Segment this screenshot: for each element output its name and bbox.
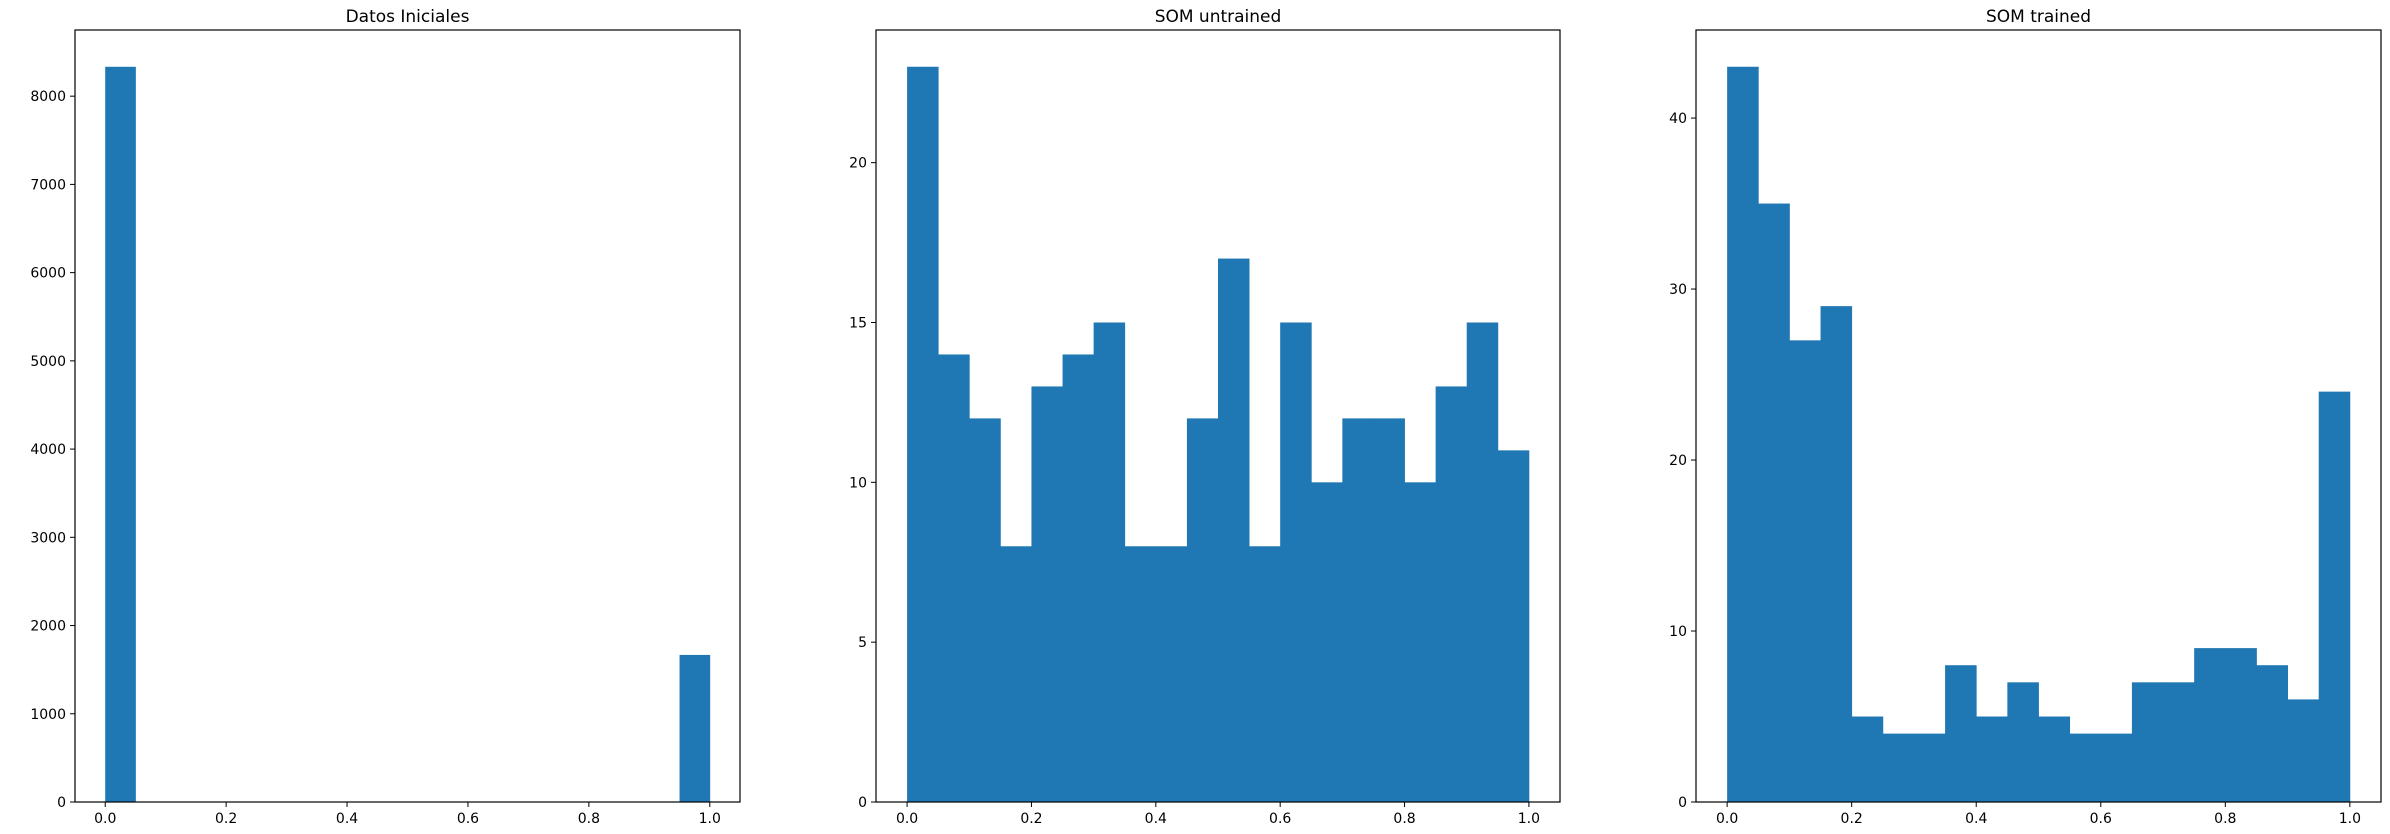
histogram-bar	[1031, 386, 1063, 802]
histogram-bar	[938, 354, 970, 802]
y-tick-label: 30	[1669, 282, 1687, 298]
y-tick-label: 6000	[30, 266, 66, 282]
x-tick-label: 0.2	[215, 811, 237, 827]
histogram-bar	[1280, 322, 1312, 802]
y-tick-label: 5	[858, 635, 867, 651]
histogram-bar	[1820, 306, 1853, 802]
histogram-bar	[1851, 716, 1884, 802]
histogram-bar	[1373, 418, 1405, 802]
x-tick-label: 0.2	[1020, 811, 1042, 827]
histogram-panel-som-untrained: SOM untrained 0.0 0.2 0.4 0.6 0.8 1.0 0 5 10 15 20	[849, 7, 1561, 827]
histogram-bar	[1404, 482, 1437, 802]
histogram-bar	[2131, 682, 2164, 802]
x-tick-label: 0.8	[1393, 811, 1415, 827]
x-tick-label: 1.0	[2339, 811, 2361, 827]
histogram-bar	[1093, 322, 1126, 802]
histogram-bar	[1789, 340, 1821, 802]
y-tick-label: 15	[849, 315, 867, 331]
histogram-bar	[1124, 546, 1157, 802]
axes-frame	[875, 29, 1561, 803]
y-tick-label: 5000	[30, 354, 66, 370]
histogram-bar	[969, 418, 1001, 802]
histogram-bar	[1727, 66, 1759, 802]
histogram-bar	[2069, 733, 2102, 802]
histogram-bar	[2100, 733, 2133, 802]
histogram-bar	[2163, 682, 2195, 802]
histogram-bar	[1758, 203, 1790, 803]
histogram-panel-datos-iniciales: Datos Iniciales 0.0 0.2 0.4 0.6 0.8 1.0 0 1000 2…	[30, 7, 741, 827]
x-tick-label: 0.0	[1716, 811, 1738, 827]
histogram-bar	[907, 66, 939, 802]
x-tick-label: 0.6	[2090, 811, 2112, 827]
x-tick-label: 0.6	[457, 811, 479, 827]
y-tick-label: 7000	[30, 177, 66, 193]
histogram-bar	[1218, 258, 1250, 802]
x-tick-label: 0.4	[1145, 811, 1167, 827]
y-tick-label: 4000	[30, 442, 66, 458]
x-tick-label: 0.8	[2214, 811, 2236, 827]
x-tick-label: 0.6	[1269, 811, 1291, 827]
y-tick-label: 8000	[30, 89, 66, 105]
x-tick-label: 1.0	[699, 811, 721, 827]
y-tick-label: 40	[1669, 111, 1687, 127]
x-tick-label: 0.4	[336, 811, 358, 827]
y-tick-label: 1000	[30, 707, 66, 723]
histogram-bar	[2038, 716, 2071, 802]
x-tick-label: 0.8	[578, 811, 600, 827]
x-tick-label: 0.2	[1841, 811, 1863, 827]
y-tick-label: 0	[57, 795, 66, 811]
x-tick-label: 0.0	[94, 811, 116, 827]
histogram-bar	[1466, 322, 1499, 802]
histogram-bar	[105, 66, 136, 803]
histogram-bar	[679, 654, 711, 802]
y-tick-label: 0	[1678, 795, 1687, 811]
x-tick-label: 0.4	[1965, 811, 1987, 827]
y-tick-label: 0	[858, 795, 867, 811]
y-tick-label: 10	[1669, 624, 1687, 640]
histogram-bar	[2287, 699, 2320, 802]
histogram-bar	[1062, 354, 1095, 802]
histogram-bar	[1976, 716, 2008, 802]
y-tick-label: 10	[849, 475, 867, 491]
histogram-bar	[1155, 546, 1188, 802]
axes-frame	[74, 29, 741, 803]
histogram-bar	[1913, 733, 1946, 802]
histogram-bar	[2007, 682, 2039, 802]
axes-frame	[1695, 29, 2382, 803]
histogram-bar	[2194, 648, 2226, 802]
histogram-bar	[1000, 546, 1032, 802]
chart-title: SOM trained	[1986, 7, 2091, 27]
y-tick-label: 20	[849, 156, 867, 172]
histogram-bar	[1342, 418, 1374, 802]
histogram-bar	[1249, 546, 1281, 802]
histogram-bar	[1945, 665, 1977, 802]
histogram-bar	[2225, 648, 2257, 802]
chart-title: Datos Iniciales	[346, 7, 470, 27]
x-tick-label: 1.0	[1518, 811, 1540, 827]
y-tick-label: 3000	[30, 530, 66, 546]
histogram-bar	[2256, 665, 2288, 802]
y-tick-label: 20	[1669, 453, 1687, 469]
histogram-bar	[1497, 450, 1530, 802]
histogram-bar	[1186, 418, 1219, 802]
x-tick-label: 0.0	[896, 811, 918, 827]
chart-title: SOM untrained	[1155, 7, 1282, 27]
histogram-panel-som-trained: SOM trained 0.0 0.2 0.4 0.6 0.8 1.0 0 10 20 30 40	[1669, 7, 2382, 827]
histogram-bar	[1311, 482, 1343, 802]
histogram-bar	[1435, 386, 1468, 802]
histogram-bar	[1882, 733, 1915, 802]
y-tick-label: 2000	[30, 619, 66, 635]
histogram-bar	[2318, 391, 2351, 802]
